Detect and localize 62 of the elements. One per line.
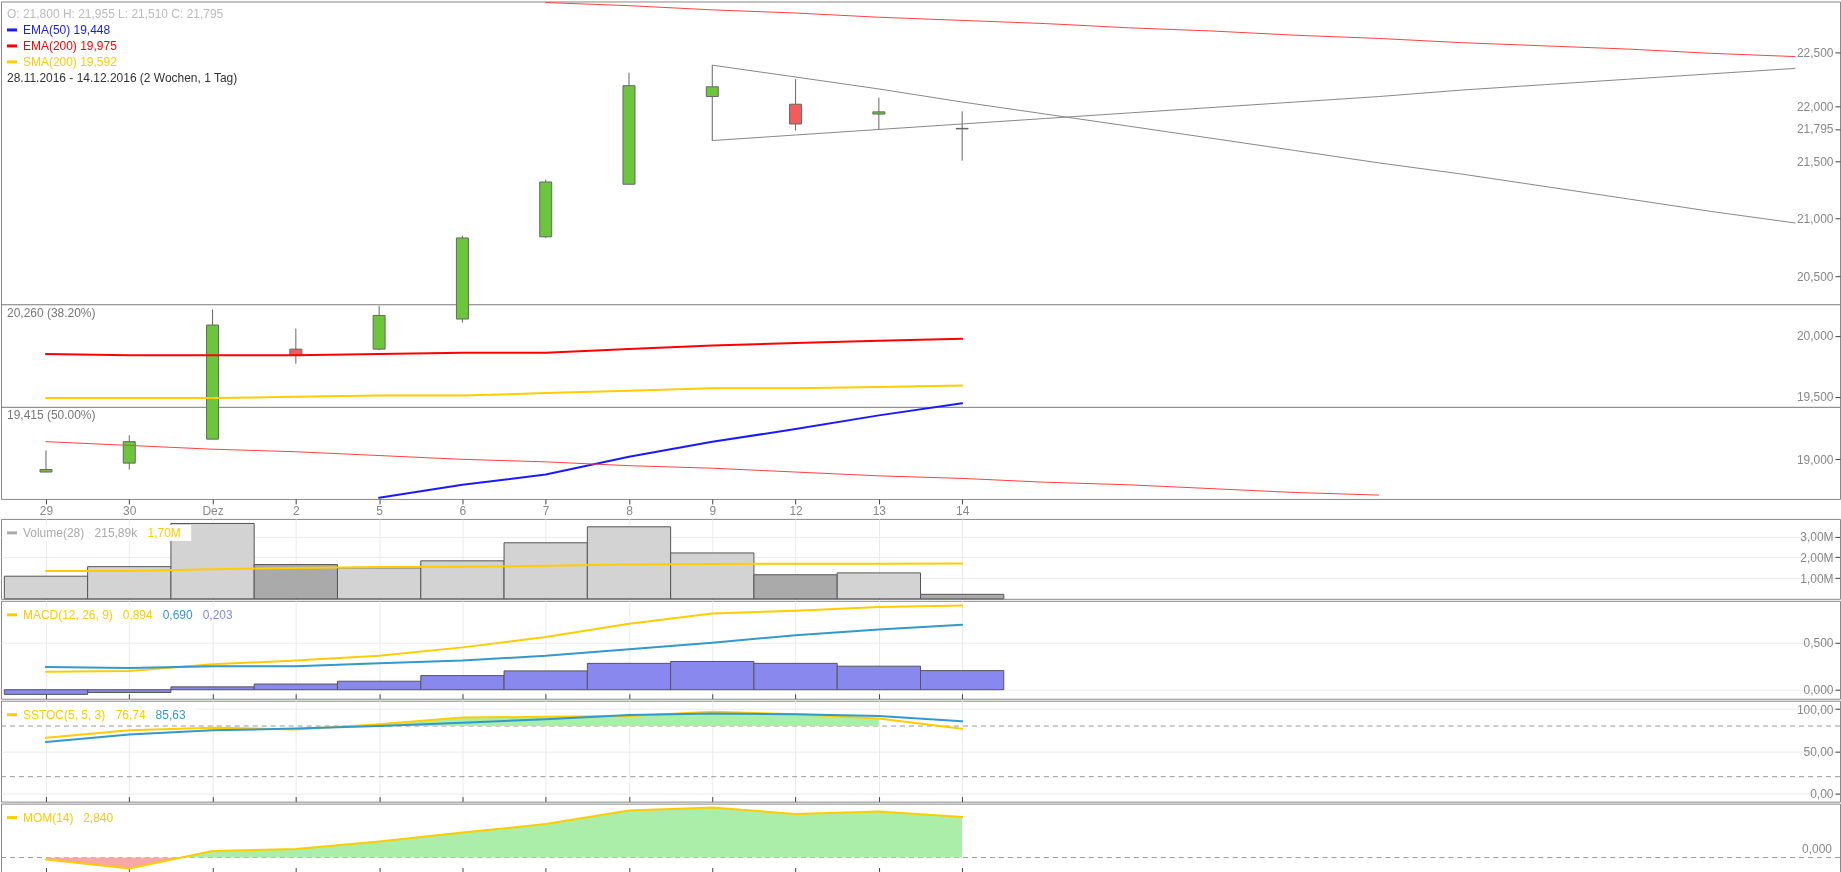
y-tick-label: 1,00M bbox=[1800, 571, 1834, 586]
candlestick bbox=[872, 97, 886, 130]
chart-title: MOM(14) bbox=[22, 810, 74, 825]
annotation: 28.11.2016 - 14.12.2016 (2 Wochen, 1 Tag) bbox=[6, 70, 238, 85]
y-tick-label: 0,500 bbox=[1803, 636, 1834, 651]
y-tick-label: 21,795 bbox=[1796, 122, 1834, 137]
series-label: 85,63 bbox=[155, 707, 186, 722]
y-tick-label: 100,00 bbox=[1796, 702, 1834, 717]
x-tick-label: Dez bbox=[202, 504, 224, 519]
text: 2,840 bbox=[83, 810, 114, 825]
chart-subtitle: O: 21,800 H: 21,955 L: 21,510 C: 21,795 bbox=[6, 6, 224, 21]
y-tick-label: 21,000 bbox=[1796, 211, 1834, 226]
y-tick-label: 2,00M bbox=[1800, 550, 1834, 565]
line-series bbox=[545, 2, 1796, 58]
x-tick-label: 13 bbox=[872, 504, 887, 519]
legend-label: SMA(200) 19,592 bbox=[22, 54, 118, 69]
line-series bbox=[44, 562, 964, 573]
x-tick-label: 14 bbox=[955, 504, 970, 519]
y-tick-label: 50,00 bbox=[1803, 744, 1834, 759]
y-tick-label: 0,000 bbox=[1803, 683, 1834, 698]
candlestick bbox=[705, 64, 719, 142]
line-series bbox=[44, 623, 964, 670]
text: MACD(12, 26, 9) bbox=[22, 607, 113, 622]
line-series bbox=[45, 441, 1380, 496]
candlestick bbox=[122, 434, 136, 470]
x-tick-label: 12 bbox=[789, 504, 804, 519]
ref-line-label: 20,260 (38.20%) bbox=[6, 305, 96, 320]
x-tick-label: 9 bbox=[709, 504, 717, 519]
y-tick-label: 19,500 bbox=[1796, 390, 1834, 405]
text: 1,70M bbox=[147, 525, 181, 540]
text: 0,894 bbox=[122, 607, 154, 622]
y-tick-label: 22,500 bbox=[1796, 45, 1834, 60]
candlestick bbox=[789, 78, 803, 132]
x-tick-label: 29 bbox=[39, 504, 54, 519]
x-tick-label: 5 bbox=[376, 504, 384, 519]
legend-label: EMA(50) 19,448 bbox=[22, 22, 111, 37]
text: Volume(28) bbox=[22, 525, 85, 540]
y-tick-label: 19,000 bbox=[1796, 452, 1834, 467]
y-tick-label: 20,500 bbox=[1796, 269, 1834, 284]
x-tick-label: 30 bbox=[123, 504, 137, 519]
y-tick-label: 21,500 bbox=[1796, 155, 1834, 170]
text: SSTOC(5, 5, 3) bbox=[22, 707, 106, 722]
y-tick-label: 3,00M bbox=[1800, 530, 1834, 545]
legend-label: EMA(200) 19,975 bbox=[22, 38, 118, 53]
x-tick-label: 7 bbox=[542, 504, 550, 519]
line-series bbox=[711, 64, 1796, 224]
candlestick bbox=[39, 449, 53, 473]
series-label: 76,74 bbox=[115, 707, 146, 722]
line-series bbox=[44, 337, 964, 357]
text: 0,690 bbox=[162, 607, 193, 622]
line-series bbox=[44, 384, 964, 400]
y-tick-label: 22,000 bbox=[1796, 99, 1834, 114]
y-tick-label: 0,00 bbox=[1810, 787, 1834, 802]
candlestick bbox=[955, 110, 969, 162]
text: 215,89k bbox=[94, 525, 138, 540]
text: 0,203 bbox=[202, 607, 233, 622]
x-tick-label: 2 bbox=[293, 504, 300, 519]
y-tick-label: 20,000 bbox=[1796, 329, 1834, 344]
x-tick-label: 6 bbox=[459, 504, 467, 519]
line-series bbox=[378, 402, 964, 499]
ref-line-label: 19,415 (50.00%) bbox=[6, 408, 96, 423]
x-tick-label: 8 bbox=[626, 504, 634, 519]
